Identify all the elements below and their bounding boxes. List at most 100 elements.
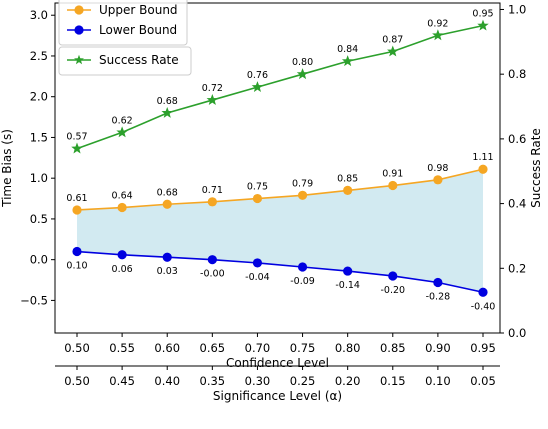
lower-bound-data-label: 0.03 (157, 266, 178, 277)
upper-bound-point (252, 193, 263, 204)
success-rate-data-label: 0.92 (427, 18, 448, 29)
lower-bound-data-label: -0.14 (335, 280, 360, 291)
upper-bound-line (76, 168, 484, 211)
lower-bound-point (72, 246, 82, 257)
y2-tick-label: 0.2 (508, 261, 526, 275)
upper-bound-point (433, 175, 443, 185)
y-tick-label: 2.5 (30, 49, 48, 63)
success-rate-series (71, 19, 489, 154)
axes-layer: −0.5 0.0 0.5 1.0 1.5 2.0 2.5 3.0 Time Bias (s) 0.… (0, 2, 543, 403)
upper-bound-point (297, 190, 308, 200)
upper-bound-point (343, 185, 353, 196)
success-rate-point (341, 55, 354, 67)
y-axis-label: Time Bias (s) (0, 129, 14, 208)
upper-bound-data-label: 0.61 (66, 193, 87, 204)
x-tick-label: 0.65 (200, 341, 226, 355)
success-rate-point (116, 126, 128, 138)
x-tick-label: 0.95 (470, 341, 496, 355)
plot-frame (54, 2, 501, 334)
secondary-x-tick-label: 0.25 (290, 374, 316, 388)
legend-bounds-frame (58, 0, 188, 46)
lower-bound-series (72, 246, 488, 297)
success-rate-data-label: 0.95 (472, 9, 493, 20)
lower-bound-point (117, 250, 127, 260)
upper-bound-data-label: 0.91 (382, 169, 403, 180)
legend-success-rate-frame (58, 46, 192, 76)
x-tick-label: 0.90 (425, 341, 451, 355)
data-label-layer: 0.61 0.64 0.68 0.71 0.75 0.79 0.85 0.91 0.98 1.11… (66, 9, 495, 313)
success-rate-legend-label: Success Rate (99, 53, 179, 67)
success-rate-point (251, 81, 264, 93)
secondary-x-tick-label: 0.10 (425, 374, 451, 388)
lower-bound-point (297, 262, 308, 272)
lower-bound-line (76, 250, 484, 294)
lower-bound-data-label: -0.28 (426, 291, 451, 302)
success-rate-data-label: 0.62 (112, 115, 133, 126)
legend-layer: Upper Bound Lower Bound Success Rate (58, 0, 192, 76)
lower-bound-point (207, 255, 217, 265)
success-rate-legend-marker (74, 54, 84, 65)
upper-bound-point (162, 199, 172, 209)
x-tick-label: 0.70 (245, 341, 271, 355)
secondary-x-tick-label: 0.35 (200, 374, 226, 388)
upper-bound-legend-marker (74, 5, 84, 15)
y2-tick-label: 0.4 (508, 197, 526, 211)
upper-bound-data-label: 0.75 (247, 182, 268, 193)
success-rate-point (71, 142, 83, 154)
success-rate-point (161, 106, 173, 118)
success-rate-point (296, 68, 309, 80)
lower-bound-point (388, 271, 398, 281)
secondary-x-tick-label: 0.50 (64, 374, 90, 388)
success-rate-data-label: 0.57 (66, 132, 87, 143)
legend-success-rate: Success Rate (58, 46, 192, 76)
upper-bound-point (207, 197, 217, 207)
upper-bound-data-label: 0.98 (427, 163, 448, 174)
upper-bound-data-label: 0.64 (112, 191, 133, 202)
lower-bound-legend-label: Lower Bound (99, 23, 177, 37)
y2-tick-label: 0.0 (508, 326, 526, 340)
y2-tick-label: 0.8 (508, 67, 526, 81)
upper-bound-point (388, 180, 398, 191)
success-rate-data-label: 0.76 (247, 70, 268, 81)
lower-bound-data-label: 0.10 (66, 261, 87, 272)
secondary-x-tick-label: 0.45 (109, 374, 135, 388)
y-tick-label: 0.5 (30, 212, 48, 226)
legend-bounds: Upper Bound Lower Bound (58, 0, 188, 46)
x-axis-label: Confidence Level (226, 356, 329, 370)
success-rate-data-label: 0.72 (202, 83, 223, 94)
lower-bound-data-label: -0.09 (290, 276, 315, 287)
secondary-x-tick-label: 0.30 (245, 374, 271, 388)
lower-bound-data-label: -0.40 (471, 301, 496, 312)
lower-bound-point (343, 266, 353, 276)
upper-bound-point (72, 205, 82, 215)
y2-axis-label: Success Rate (529, 128, 543, 208)
series-layer (71, 19, 489, 297)
success-rate-data-label: 0.84 (337, 44, 358, 55)
upper-bound-point (117, 202, 127, 213)
secondary-x-tick-label: 0.20 (335, 374, 361, 388)
upper-bound-data-label: 1.11 (472, 152, 493, 163)
success-rate-data-label: 0.68 (157, 96, 178, 107)
lower-bound-point (162, 252, 172, 262)
x-tick-label: 0.50 (64, 341, 90, 355)
lower-bound-data-label: 0.06 (112, 264, 133, 275)
secondary-x-axis-label: Significance Level (α) (213, 389, 342, 403)
secondary-x-tick-label: 0.15 (380, 374, 406, 388)
confidence-band (77, 169, 483, 293)
y-tick-label: 1.0 (30, 171, 48, 185)
lower-bound-legend-marker (74, 25, 84, 35)
success-rate-line (76, 24, 484, 150)
lower-bound-data-label: -0.04 (245, 272, 270, 283)
success-rate-point (432, 29, 444, 41)
y-tick-label: 2.0 (30, 90, 48, 104)
success-rate-point (477, 19, 489, 31)
x-tick-label: 0.60 (154, 341, 180, 355)
success-rate-point (206, 94, 219, 105)
y-tick-label: 0.0 (30, 253, 48, 267)
secondary-x-tick-label: 0.05 (470, 374, 496, 388)
success-rate-data-label: 0.80 (292, 57, 313, 68)
upper-bound-point (478, 164, 488, 174)
x-tick-label: 0.80 (335, 341, 361, 355)
upper-bound-data-label: 0.79 (292, 178, 313, 189)
